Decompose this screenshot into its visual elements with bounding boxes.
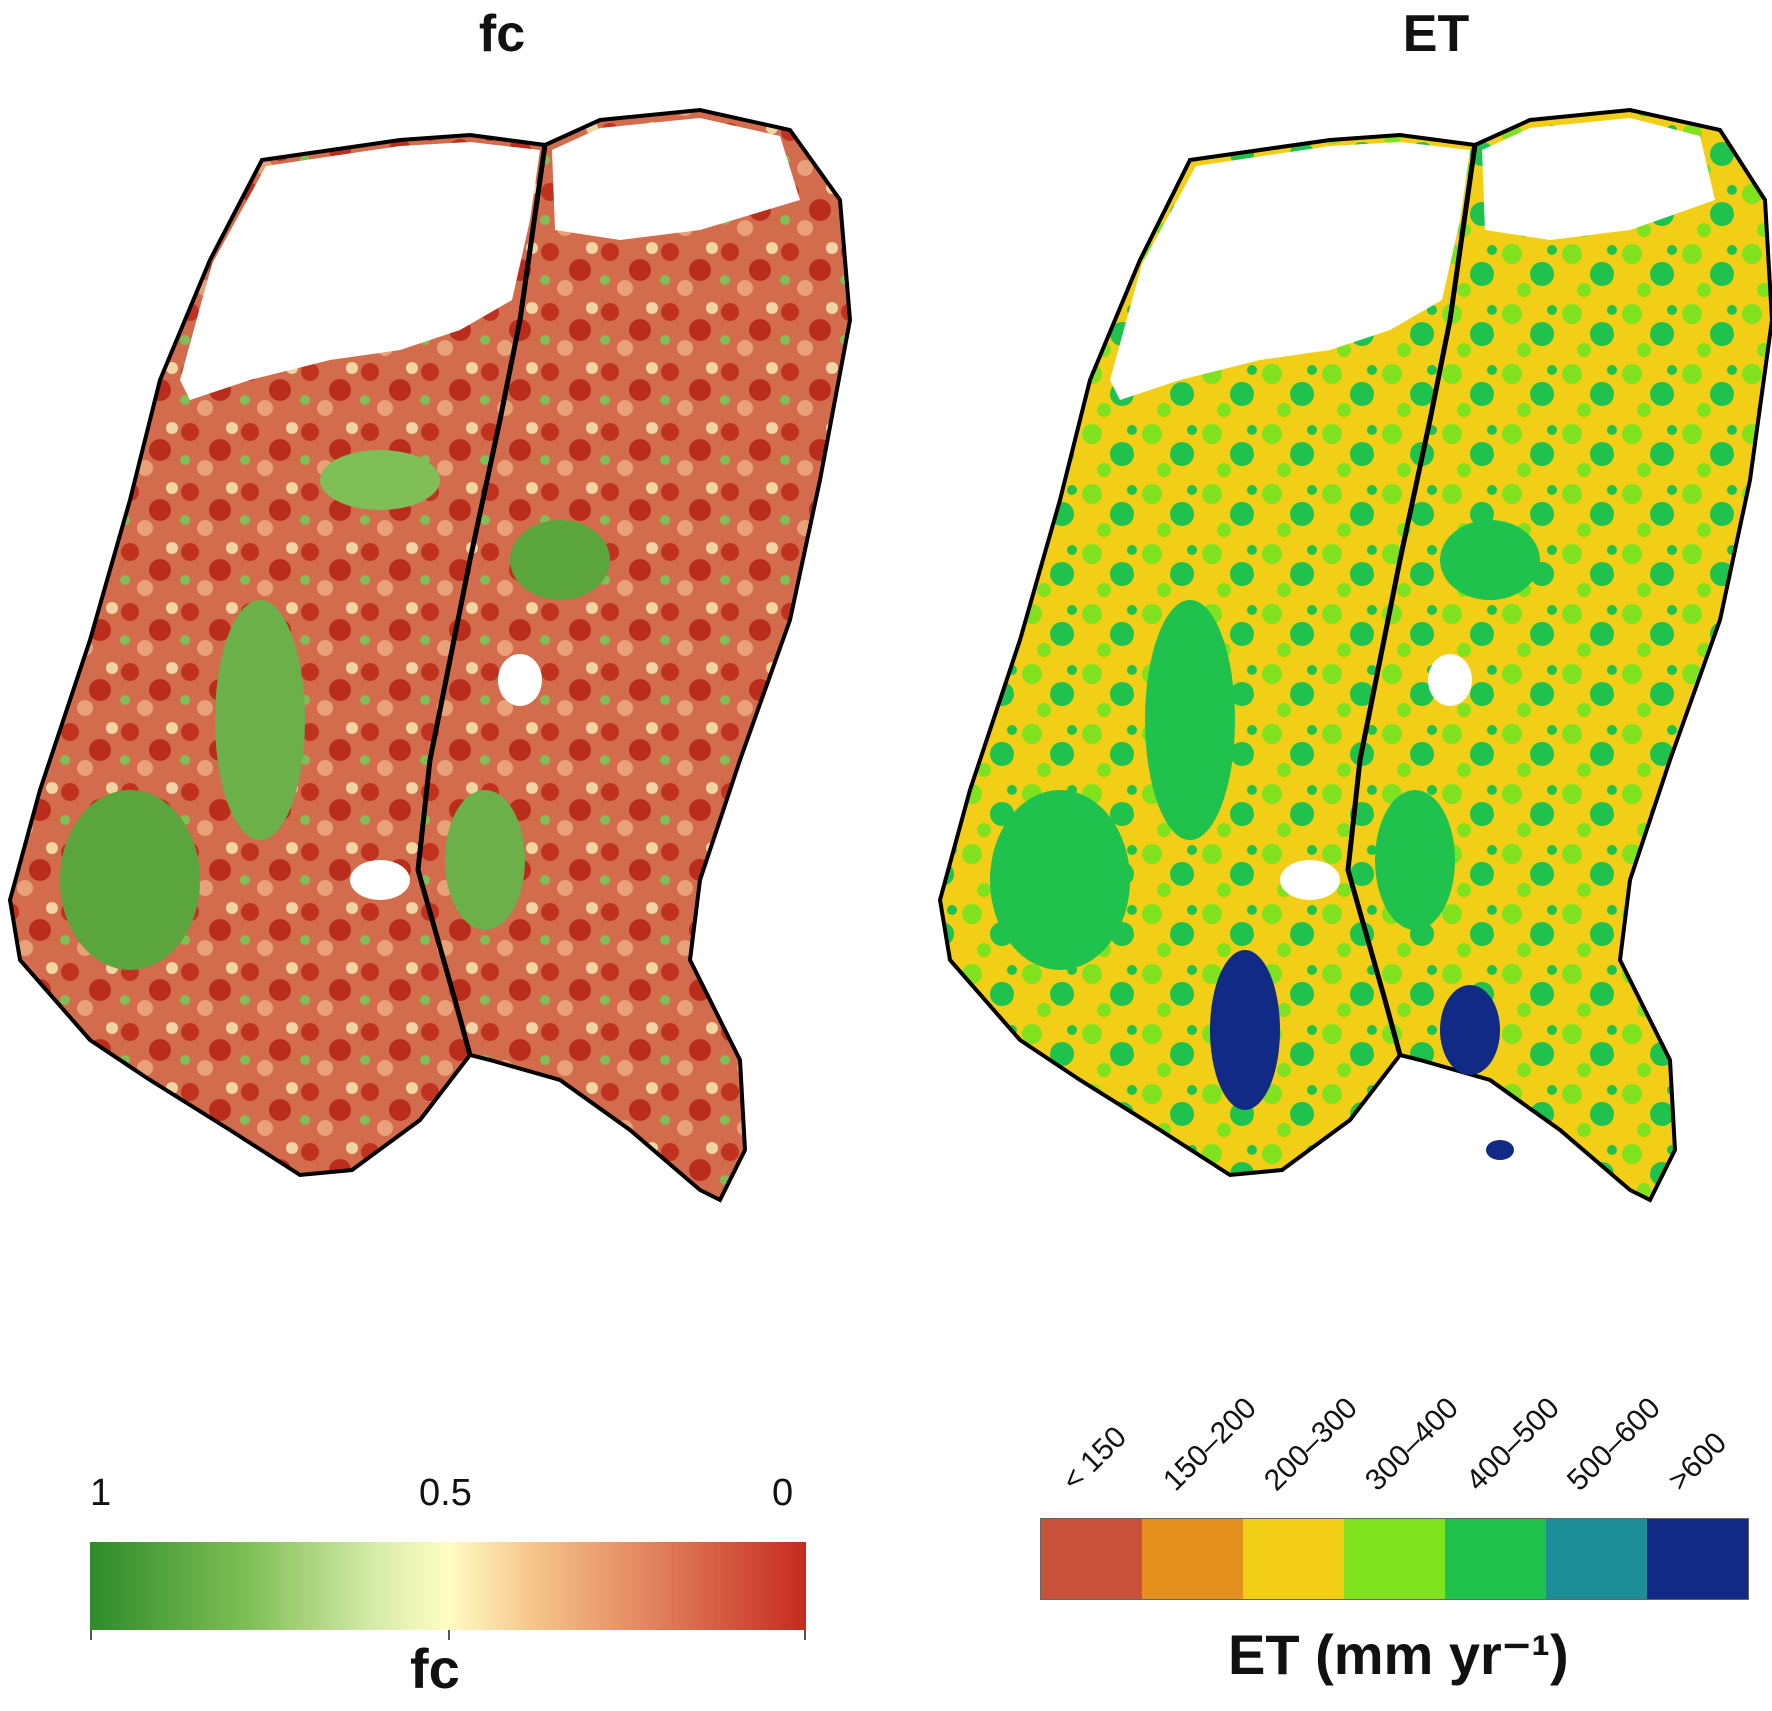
fc-nodata-east bbox=[552, 118, 800, 240]
et-green-patch bbox=[1440, 520, 1540, 600]
fc-tick-label: 1 bbox=[90, 1472, 112, 1514]
et-nodata-area bbox=[1110, 142, 1470, 400]
fc-green-patch bbox=[510, 520, 610, 600]
et-green-patch bbox=[1375, 790, 1455, 930]
et-legend-title: ET (mm yr⁻¹) bbox=[1228, 1623, 1569, 1686]
et-class-legend bbox=[1040, 1518, 1749, 1600]
et-white-patch bbox=[1280, 860, 1340, 900]
fc-colorbar bbox=[90, 1542, 806, 1630]
et-high-patch bbox=[1440, 985, 1500, 1075]
fc-green-patch bbox=[215, 600, 305, 840]
fc-panel-title: fc bbox=[478, 5, 526, 63]
fc-legend-title: fc bbox=[410, 1637, 460, 1700]
et-high-patch bbox=[1486, 1140, 1514, 1160]
fc-tick-label: 0 bbox=[772, 1472, 794, 1514]
fc-divide-line bbox=[415, 144, 548, 1056]
fc-map bbox=[7, 107, 853, 1203]
et-panel-title: ET bbox=[1402, 5, 1470, 63]
fc-tick-label: 0.5 bbox=[419, 1472, 472, 1514]
fc-green-patch bbox=[320, 450, 440, 510]
fc-green-patch bbox=[60, 790, 200, 970]
et-class-swatch bbox=[1041, 1519, 1142, 1599]
fc-tick-mark bbox=[804, 1630, 806, 1640]
fc-nodata-area bbox=[180, 142, 540, 400]
et-divide-line bbox=[1345, 144, 1478, 1056]
et-high-patch bbox=[1210, 950, 1280, 1110]
fc-tick-mark bbox=[448, 1630, 450, 1640]
fc-tick-mark bbox=[90, 1630, 92, 1640]
et-map bbox=[937, 107, 1772, 1203]
et-class-swatch bbox=[1344, 1519, 1445, 1599]
et-nodata-east bbox=[1482, 118, 1715, 240]
et-green-patch bbox=[990, 790, 1130, 970]
et-class-swatch bbox=[1142, 1519, 1243, 1599]
et-class-swatch bbox=[1243, 1519, 1344, 1599]
et-class-swatch bbox=[1546, 1519, 1647, 1599]
et-class-swatch bbox=[1445, 1519, 1546, 1599]
et-class-swatch bbox=[1647, 1519, 1748, 1599]
fc-white-patch bbox=[350, 860, 410, 900]
fc-green-patch bbox=[445, 790, 525, 930]
et-green-patch bbox=[1145, 600, 1235, 840]
fc-white-patch bbox=[498, 654, 542, 706]
et-white-patch bbox=[1428, 654, 1472, 706]
